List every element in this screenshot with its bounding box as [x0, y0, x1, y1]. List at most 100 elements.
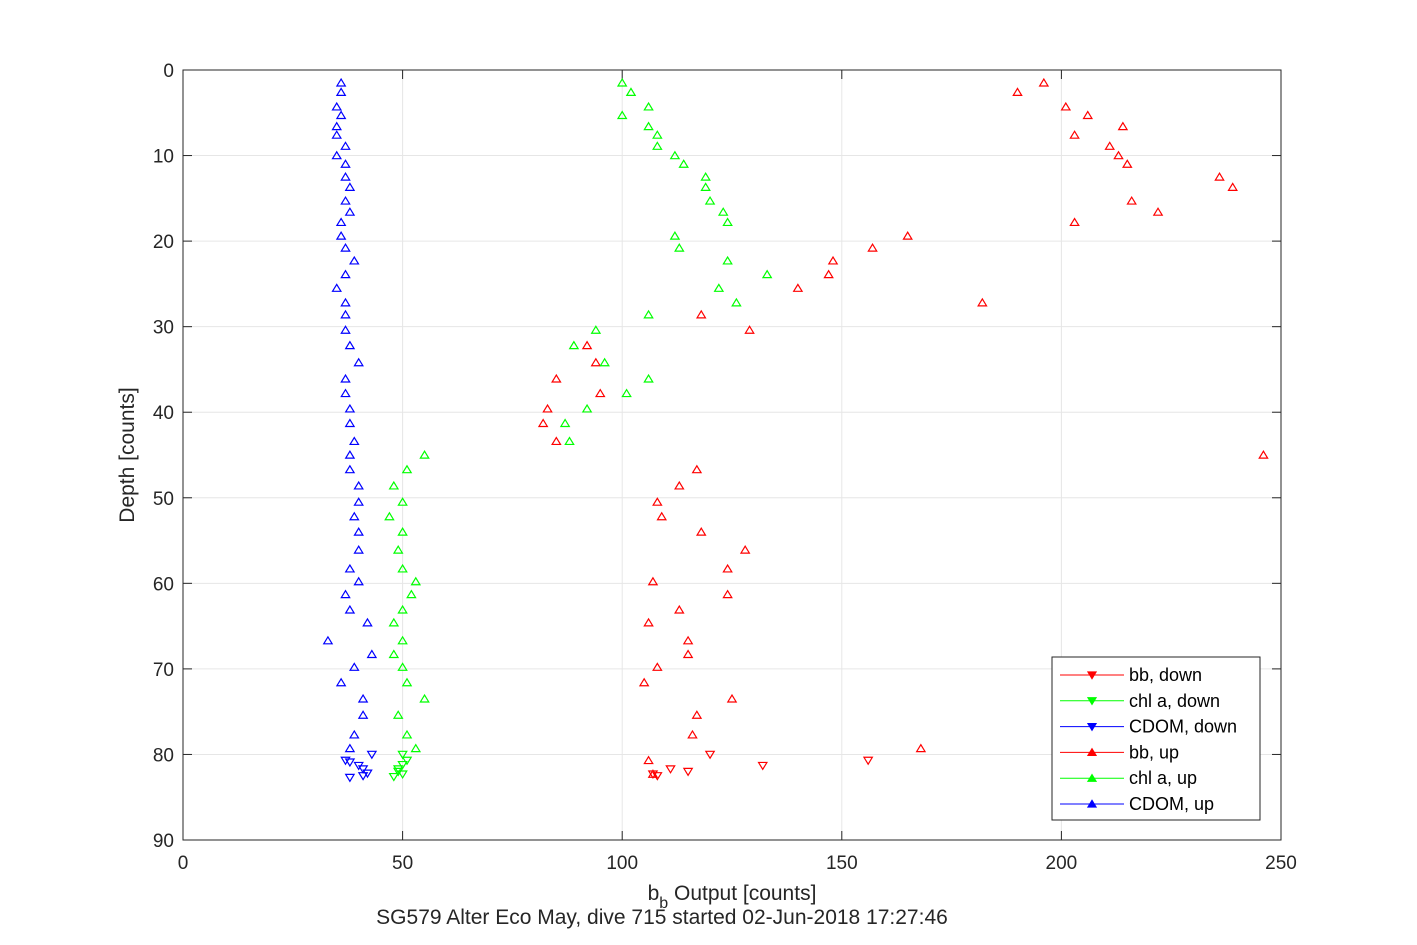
point-bb-up [691, 710, 703, 719]
point-chl-a-up [401, 729, 413, 739]
y-tick-label: 60 [153, 574, 174, 595]
point-bb-up [537, 418, 549, 428]
point-chl-a-up [669, 231, 681, 240]
point-bb-down [665, 765, 676, 774]
point-chl-a-up [731, 297, 742, 307]
point-cdom-down [362, 769, 373, 779]
point-cdom-down [344, 773, 356, 783]
point-bb-down [757, 761, 769, 771]
point-chl-a-up [643, 101, 654, 111]
point-bb-up [823, 269, 834, 279]
x-tick-label: 200 [1046, 853, 1078, 874]
y-tick-label: 20 [153, 232, 174, 253]
point-cdom-up [340, 589, 351, 599]
point-cdom-up [340, 388, 351, 398]
point-chl-a-down [397, 750, 408, 760]
point-cdom-up [340, 309, 351, 319]
point-bb-up [643, 755, 654, 765]
point-chl-a-up [599, 357, 610, 367]
point-bb-down [704, 750, 716, 760]
point-cdom-up [362, 617, 373, 627]
point-bb-up [652, 497, 663, 506]
point-cdom-up [349, 255, 360, 265]
point-bb-up [647, 576, 659, 586]
point-bb-down [862, 756, 874, 766]
point-chl-a-up [713, 283, 725, 292]
point-bb-up [1214, 172, 1225, 181]
point-chl-a-down [392, 765, 404, 774]
point-bb-up [1113, 150, 1124, 160]
point-chl-a-up [559, 418, 571, 428]
point-chl-a-up [590, 325, 602, 334]
point-chl-a-up [722, 217, 733, 227]
point-cdom-up [340, 141, 351, 150]
point-cdom-up [344, 182, 356, 191]
point-chl-a-down [392, 767, 404, 777]
point-cdom-up [344, 743, 356, 753]
point-bb-up [1258, 450, 1269, 459]
point-cdom-up [357, 693, 369, 703]
point-chl-a-up [388, 617, 400, 627]
point-cdom-up [331, 150, 342, 160]
point-bb-up [542, 403, 553, 413]
point-cdom-up [353, 497, 364, 506]
point-cdom-down [357, 772, 369, 781]
point-bb-up [594, 388, 606, 398]
point-cdom-up [357, 710, 369, 719]
point-cdom-up [353, 545, 364, 554]
point-cdom-up [353, 480, 364, 490]
point-chl-a-up [397, 563, 408, 573]
point-cdom-up [349, 511, 360, 521]
point-cdom-up [340, 159, 351, 168]
point-cdom-up [331, 121, 342, 131]
point-cdom-up [366, 649, 378, 659]
point-bb-up [695, 527, 707, 536]
point-bb-up [744, 325, 755, 334]
point-chl-a-up [564, 436, 575, 446]
legend-label-bb-up: bb, up [1129, 742, 1179, 762]
legend-marker-cdom-up [1086, 799, 1098, 808]
x-tick-label: 250 [1265, 853, 1297, 874]
point-cdom-up [331, 101, 342, 111]
point-cdom-up [340, 172, 351, 181]
y-tick-label: 80 [153, 745, 174, 766]
point-cdom-down [366, 750, 378, 760]
point-bb-up [726, 693, 738, 703]
legend-marker-bb-up [1086, 747, 1098, 757]
point-chl-a-up [392, 710, 404, 719]
point-chl-a-up [704, 195, 716, 205]
point-bb-up [1227, 182, 1238, 191]
legend: bb, down chl a, down CDOM, down bb, up chl a… [1051, 656, 1261, 821]
point-chl-a-up [397, 635, 408, 645]
point-chl-a-up [625, 87, 637, 96]
point-chl-a-up [397, 662, 408, 671]
point-cdom-down [344, 758, 356, 768]
point-cdom-up [344, 450, 356, 459]
point-cdom-up [335, 217, 347, 227]
y-tick-label: 40 [153, 403, 174, 424]
x-tick-label: 100 [606, 853, 638, 874]
point-chl-a-up [674, 243, 685, 252]
point-cdom-up [344, 604, 356, 614]
point-cdom-up [340, 325, 351, 334]
point-chl-a-down [388, 772, 400, 782]
y-tick-label: 70 [153, 660, 174, 681]
point-cdom-down [353, 761, 364, 771]
point-chl-a-up [419, 693, 430, 703]
point-bb-up [1152, 207, 1164, 216]
point-chl-a-up [652, 141, 663, 150]
point-cdom-up [344, 563, 356, 573]
point-chl-a-up [388, 480, 400, 490]
legend-marker-chl-a-down [1086, 697, 1098, 706]
point-chl-a-up [643, 121, 654, 131]
x-tick-label: 50 [392, 853, 413, 874]
point-cdom-up [335, 231, 347, 240]
point-bb-up [1117, 121, 1129, 131]
point-chl-a-up [761, 269, 773, 279]
x-tick-label: 150 [826, 853, 858, 874]
legend-marker-chl-a-up [1086, 773, 1098, 782]
point-chl-a-up [397, 604, 408, 614]
point-chl-a-up [722, 255, 733, 265]
point-bb-up [977, 297, 988, 307]
point-bb-up [915, 743, 927, 753]
